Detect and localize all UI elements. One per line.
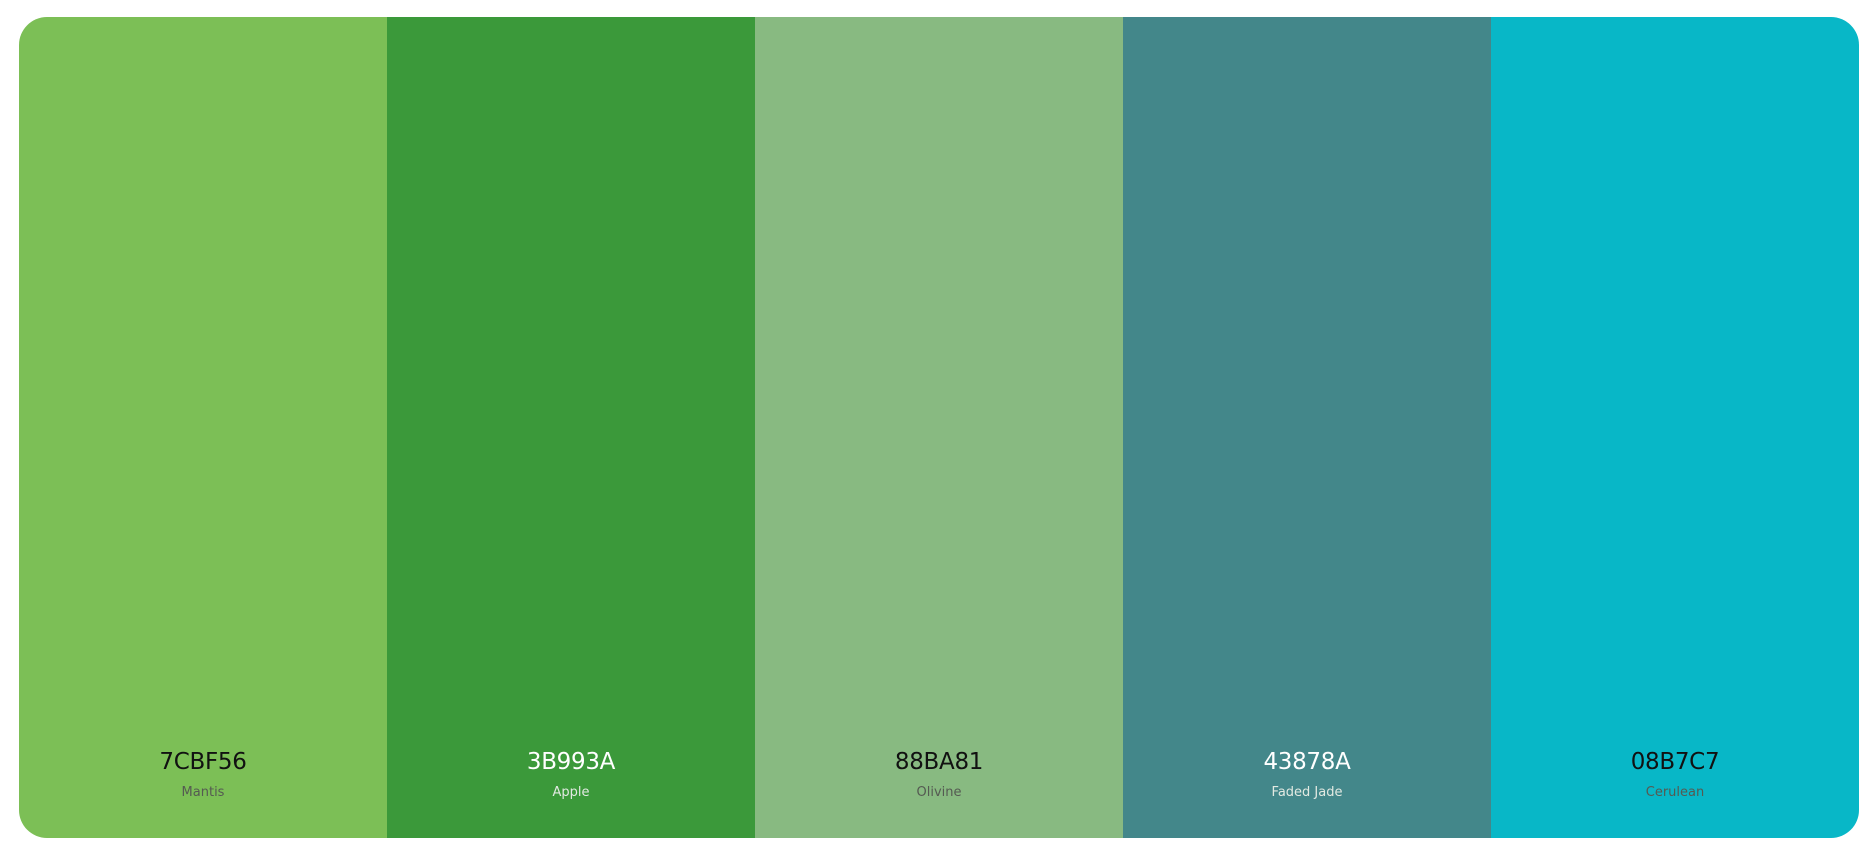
color-palette: 7CBF56 Mantis 3B993A Apple 88BA81 Olivin… (19, 17, 1859, 838)
color-swatch-cerulean[interactable]: 08B7C7 Cerulean (1491, 17, 1859, 838)
swatch-label: 3B993A Apple (387, 748, 755, 802)
swatch-hex-code[interactable]: 08B7C7 (1630, 749, 1720, 775)
color-swatch-olivine[interactable]: 88BA81 Olivine (755, 17, 1123, 838)
color-swatch-apple[interactable]: 3B993A Apple (387, 17, 755, 838)
swatch-hex-code[interactable]: 7CBF56 (159, 749, 247, 775)
swatch-color-name: Mantis (181, 785, 225, 800)
swatch-hex-code[interactable]: 88BA81 (894, 749, 984, 775)
swatch-color-name: Olivine (916, 785, 962, 800)
swatch-label: 43878A Faded Jade (1123, 748, 1491, 802)
color-swatch-mantis[interactable]: 7CBF56 Mantis (19, 17, 387, 838)
swatch-color-name: Apple (552, 785, 590, 800)
swatch-color-name: Cerulean (1645, 785, 1705, 800)
swatch-hex-code[interactable]: 3B993A (526, 749, 616, 775)
color-swatch-faded-jade[interactable]: 43878A Faded Jade (1123, 17, 1491, 838)
swatch-color-name: Faded Jade (1271, 785, 1343, 800)
swatch-label: 08B7C7 Cerulean (1491, 748, 1859, 802)
swatch-hex-code[interactable]: 43878A (1263, 749, 1351, 775)
swatch-label: 88BA81 Olivine (755, 748, 1123, 802)
swatch-label: 7CBF56 Mantis (19, 748, 387, 802)
